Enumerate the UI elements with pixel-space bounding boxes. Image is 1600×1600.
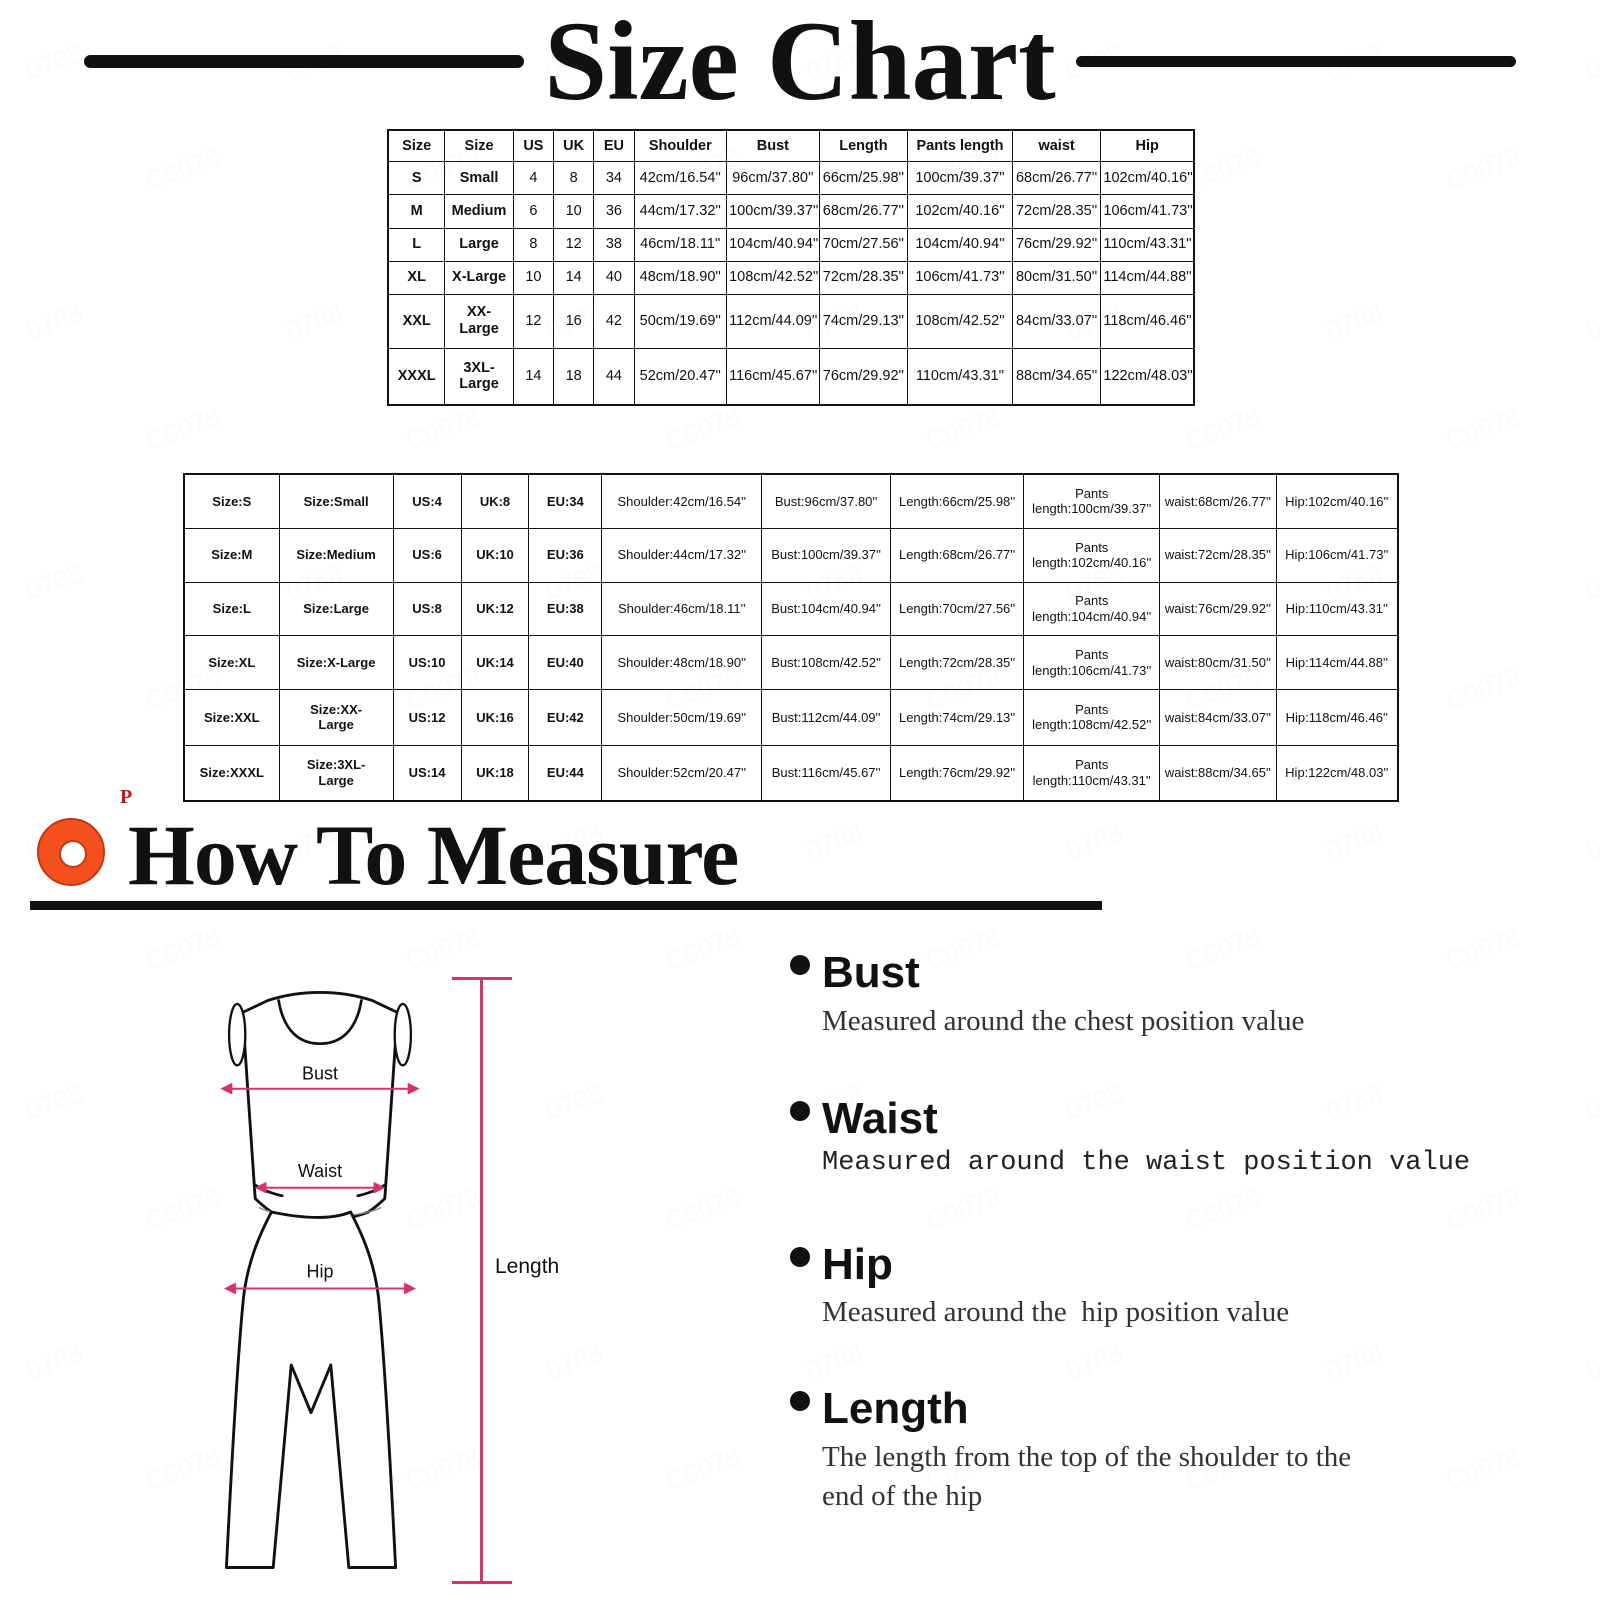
svg-text:Bust: Bust — [302, 1064, 338, 1084]
svg-text:Waist: Waist — [298, 1161, 342, 1181]
svg-text:Hip: Hip — [306, 1262, 333, 1282]
